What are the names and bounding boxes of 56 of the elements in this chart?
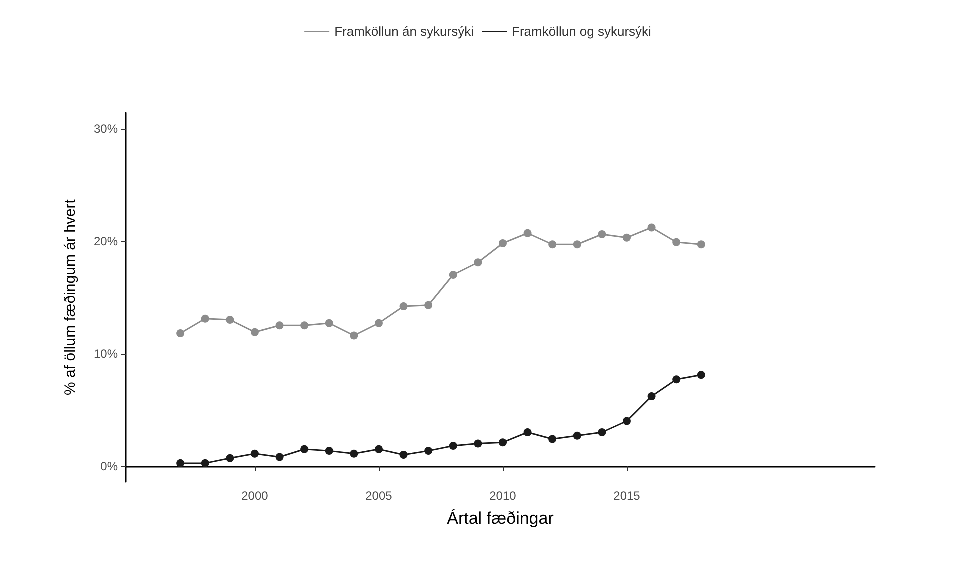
y-tick-label: 0% [100,459,118,474]
point [400,302,408,310]
x-tick-label: 2005 [366,489,393,503]
point [325,319,334,328]
point [524,229,532,238]
point [325,447,334,456]
point [573,432,582,440]
y-tick-label: 20% [94,234,118,248]
point [374,445,383,454]
y-tick-label: 10% [94,346,118,361]
point [276,322,284,330]
point [474,258,482,267]
point [622,234,631,242]
point [350,450,358,458]
point [226,316,234,324]
point [573,240,582,249]
point [449,442,458,450]
point [622,417,631,426]
point [648,224,656,232]
x-tick-label: 2015 [614,489,641,503]
point [697,371,706,380]
point [548,435,557,444]
point [598,230,606,238]
point [697,240,706,249]
point [300,445,309,454]
legend-label: Framköllun og sykursýki [512,24,652,39]
point [424,301,433,310]
point [350,332,358,340]
point [474,440,482,448]
point [548,240,557,249]
legend-label: Framköllun án sykursýki [334,24,474,39]
x-tick-label: 2010 [490,489,517,503]
y-tick-label: 30% [94,122,118,136]
point [176,330,185,338]
point [672,238,681,246]
point [176,459,185,468]
point [648,392,656,400]
point [424,447,433,456]
point [201,314,210,323]
point [672,376,681,384]
point [201,459,210,468]
point [276,453,284,462]
point [498,240,507,248]
point [250,450,259,458]
point [226,454,234,462]
point [400,451,408,459]
x-axis-title: Ártal fæðingar [447,509,554,528]
x-tick-label: 2000 [242,489,269,503]
point [524,428,532,436]
y-axis-title: % af öllum fæðingum ár hvert [62,198,79,396]
point [374,319,383,328]
point [598,428,606,436]
point [449,271,458,279]
point [300,322,309,330]
point [498,438,507,447]
point [250,328,259,336]
